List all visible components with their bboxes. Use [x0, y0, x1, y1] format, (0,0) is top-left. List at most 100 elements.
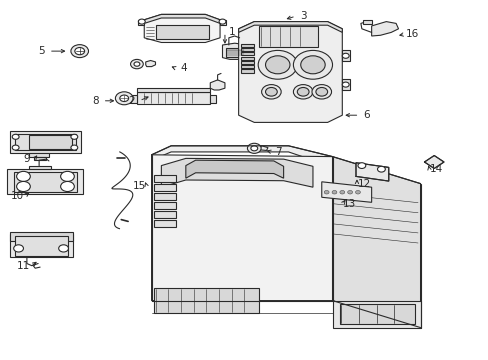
- Polygon shape: [154, 175, 176, 182]
- Circle shape: [357, 163, 365, 168]
- Circle shape: [331, 190, 336, 194]
- Circle shape: [138, 19, 145, 24]
- Polygon shape: [10, 131, 81, 153]
- Polygon shape: [145, 60, 155, 67]
- Circle shape: [377, 166, 385, 172]
- Circle shape: [293, 50, 332, 79]
- Polygon shape: [151, 146, 332, 166]
- Polygon shape: [154, 184, 176, 191]
- Circle shape: [17, 181, 30, 192]
- Polygon shape: [238, 22, 342, 32]
- Polygon shape: [185, 160, 283, 178]
- Text: 14: 14: [429, 164, 443, 174]
- Circle shape: [61, 181, 74, 192]
- Polygon shape: [240, 61, 254, 64]
- Polygon shape: [240, 44, 254, 47]
- Text: 12: 12: [357, 179, 370, 189]
- Text: 6: 6: [363, 110, 369, 120]
- Polygon shape: [240, 52, 254, 55]
- Circle shape: [342, 53, 348, 58]
- Text: 9: 9: [23, 154, 30, 164]
- Circle shape: [120, 95, 128, 102]
- Polygon shape: [355, 163, 388, 181]
- Circle shape: [300, 56, 325, 74]
- Polygon shape: [240, 69, 254, 73]
- Polygon shape: [137, 88, 210, 92]
- Polygon shape: [225, 48, 244, 57]
- Circle shape: [250, 146, 257, 151]
- Text: 3: 3: [299, 11, 306, 21]
- Polygon shape: [15, 134, 76, 150]
- Circle shape: [71, 145, 78, 150]
- Circle shape: [339, 190, 344, 194]
- Circle shape: [355, 190, 360, 194]
- Polygon shape: [15, 236, 68, 256]
- Polygon shape: [29, 153, 49, 157]
- Polygon shape: [144, 14, 220, 42]
- Circle shape: [134, 62, 140, 66]
- Polygon shape: [161, 158, 312, 187]
- Circle shape: [311, 85, 331, 99]
- Polygon shape: [34, 157, 46, 160]
- Polygon shape: [154, 288, 259, 313]
- Polygon shape: [259, 146, 267, 150]
- Polygon shape: [155, 25, 209, 39]
- Circle shape: [265, 87, 277, 96]
- Polygon shape: [154, 211, 176, 218]
- Circle shape: [12, 145, 19, 150]
- Circle shape: [14, 245, 23, 252]
- Text: 7: 7: [275, 147, 282, 157]
- Polygon shape: [210, 95, 216, 103]
- Circle shape: [61, 171, 74, 181]
- Polygon shape: [29, 166, 51, 169]
- Text: 16: 16: [405, 29, 418, 39]
- Circle shape: [130, 59, 143, 69]
- Polygon shape: [332, 157, 420, 328]
- Circle shape: [219, 19, 225, 24]
- Text: 10: 10: [11, 191, 23, 201]
- Polygon shape: [154, 220, 176, 227]
- Polygon shape: [154, 193, 176, 200]
- Polygon shape: [362, 20, 371, 24]
- Circle shape: [265, 56, 289, 74]
- Polygon shape: [240, 65, 254, 68]
- Circle shape: [71, 45, 88, 58]
- Polygon shape: [10, 232, 73, 241]
- Text: 15: 15: [132, 181, 146, 192]
- Polygon shape: [7, 169, 83, 194]
- Text: 4: 4: [180, 63, 186, 73]
- Polygon shape: [154, 202, 176, 209]
- Text: 13: 13: [342, 199, 356, 210]
- Circle shape: [12, 134, 19, 139]
- Polygon shape: [238, 22, 342, 122]
- Polygon shape: [131, 95, 137, 103]
- Polygon shape: [138, 20, 144, 25]
- Polygon shape: [10, 234, 73, 257]
- Polygon shape: [210, 80, 224, 90]
- Circle shape: [258, 50, 297, 79]
- Circle shape: [71, 134, 78, 139]
- Circle shape: [75, 48, 84, 55]
- Text: 1: 1: [228, 27, 235, 37]
- Polygon shape: [220, 20, 226, 25]
- Polygon shape: [14, 172, 77, 192]
- Circle shape: [297, 87, 308, 96]
- Circle shape: [347, 190, 352, 194]
- Polygon shape: [259, 26, 317, 47]
- Polygon shape: [240, 48, 254, 51]
- Text: 5: 5: [38, 46, 45, 56]
- Polygon shape: [321, 182, 371, 202]
- Circle shape: [115, 92, 133, 105]
- Polygon shape: [151, 155, 332, 301]
- Circle shape: [59, 245, 68, 252]
- Polygon shape: [240, 57, 254, 60]
- Polygon shape: [342, 79, 349, 90]
- Circle shape: [324, 190, 328, 194]
- Polygon shape: [29, 135, 72, 149]
- Circle shape: [247, 143, 261, 153]
- Text: 11: 11: [17, 261, 30, 271]
- Text: 8: 8: [92, 96, 99, 106]
- Circle shape: [315, 87, 327, 96]
- Polygon shape: [222, 43, 248, 59]
- Polygon shape: [339, 304, 414, 324]
